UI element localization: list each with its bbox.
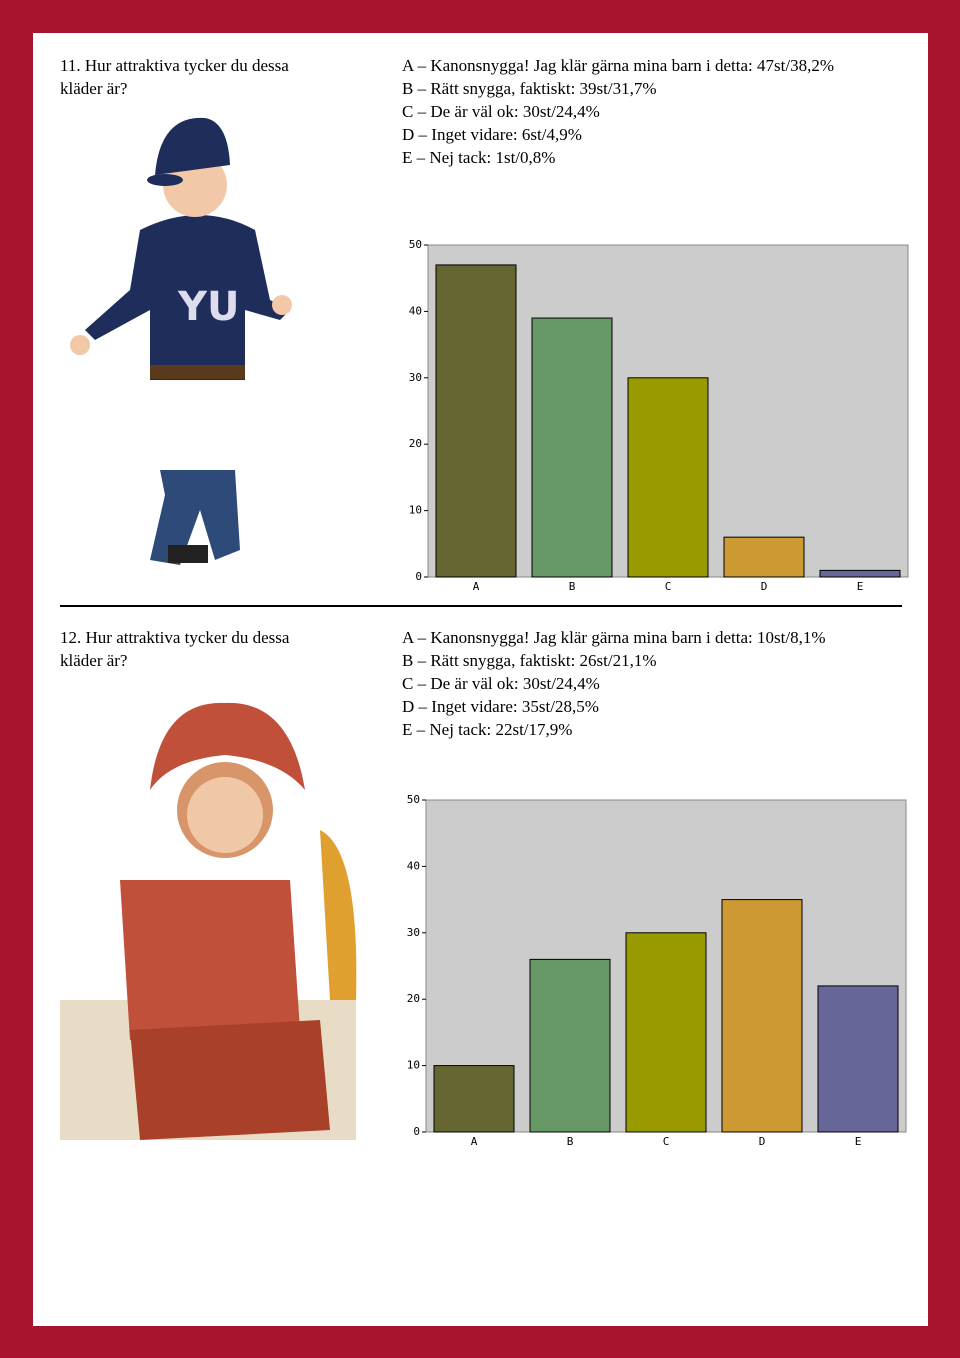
bar: [529, 958, 611, 1133]
y-tick-label: 10: [409, 504, 422, 517]
y-tick-label: 40: [409, 304, 422, 317]
y-tick-label: 20: [407, 992, 420, 1005]
y-tick-label: 20: [409, 437, 422, 450]
bar: [627, 377, 709, 578]
answer: A – Kanonsnygga! Jag klär gärna mina bar…: [402, 56, 834, 75]
bar: [817, 985, 899, 1133]
answer: B – Rätt snygga, faktiskt: 39st/31,7%: [402, 79, 657, 98]
x-tick-label: A: [471, 1135, 478, 1148]
question-title: 11. Hur attraktiva tycker du dessa: [60, 56, 289, 75]
bar: [531, 317, 613, 578]
answer: B – Rätt snygga, faktiskt: 26st/21,1%: [402, 651, 657, 670]
y-tick-label: 50: [409, 238, 422, 251]
x-tick-label: D: [761, 580, 768, 593]
bar: [433, 1065, 515, 1133]
answer: D – Inget vidare: 35st/28,5%: [402, 697, 599, 716]
bar: [721, 899, 803, 1133]
y-tick-label: 0: [413, 1125, 420, 1138]
bar: [819, 569, 901, 578]
y-tick-label: 30: [409, 371, 422, 384]
answer: E – Nej tack: 22st/17,9%: [402, 720, 572, 739]
answer: C – De är väl ok: 30st/24,4%: [402, 674, 600, 693]
x-tick-label: E: [855, 1135, 862, 1148]
bar: [723, 536, 805, 578]
y-tick-label: 50: [407, 793, 420, 806]
x-tick-label: E: [857, 580, 864, 593]
svg-text:YU: YU: [177, 284, 239, 330]
y-tick-label: 30: [407, 926, 420, 939]
question-title: kläder är?: [60, 651, 127, 670]
photo-boy: YU: [70, 117, 292, 565]
y-tick-label: 40: [407, 859, 420, 872]
y-tick-label: 10: [407, 1059, 420, 1072]
answer: C – De är väl ok: 30st/24,4%: [402, 102, 600, 121]
photo-girl: [60, 702, 357, 1140]
question-title: kläder är?: [60, 79, 127, 98]
answer: E – Nej tack: 1st/0,8%: [402, 148, 555, 167]
x-tick-label: C: [663, 1135, 670, 1148]
bar: [435, 264, 517, 578]
x-tick-label: D: [759, 1135, 766, 1148]
answer: A – Kanonsnygga! Jag klär gärna mina bar…: [402, 628, 825, 647]
x-tick-label: B: [567, 1135, 574, 1148]
x-tick-label: C: [665, 580, 672, 593]
x-tick-label: B: [569, 580, 576, 593]
answer: D – Inget vidare: 6st/4,9%: [402, 125, 582, 144]
x-tick-label: A: [473, 580, 480, 593]
question-title: 12. Hur attraktiva tycker du dessa: [60, 628, 290, 647]
bar: [625, 932, 707, 1133]
y-tick-label: 0: [415, 570, 422, 583]
